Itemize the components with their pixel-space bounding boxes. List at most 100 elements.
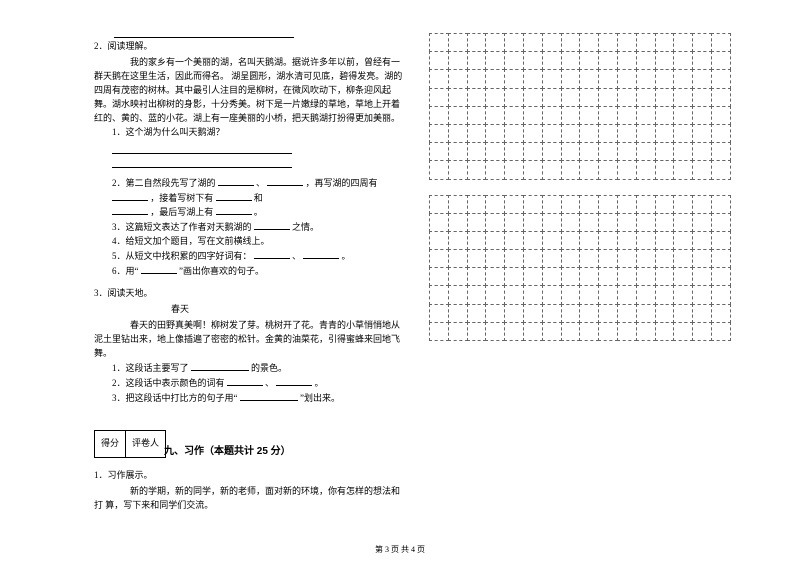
grid-cell	[542, 69, 562, 88]
grid-cell	[504, 51, 524, 70]
grid-cell	[598, 160, 618, 179]
grid-cell	[429, 142, 449, 161]
grid-row	[430, 107, 748, 125]
grid-cell	[617, 88, 637, 107]
grid-cell	[448, 88, 468, 107]
grid-cell	[579, 285, 599, 304]
t: 之情。	[292, 222, 319, 232]
grid-cell	[636, 124, 656, 143]
grid-cell	[504, 124, 524, 143]
grid-cell	[579, 267, 599, 286]
t: 3．这篇短文表达了作者对天鹅湖的	[112, 222, 252, 232]
t: 。	[254, 207, 263, 217]
grid-cell	[542, 33, 562, 52]
grid-cell	[523, 213, 543, 232]
grid-cell	[673, 195, 693, 214]
grid-cell	[598, 213, 618, 232]
grid-cell	[617, 267, 637, 286]
s9-q1-heading: 1．习作展示。	[94, 469, 406, 483]
grid-cell	[692, 213, 712, 232]
grid-cell	[617, 231, 637, 250]
grid-cell	[636, 304, 656, 323]
grid-cell	[504, 69, 524, 88]
grid-cell	[711, 249, 731, 268]
t: 3．把这段话中打比方的句子用“	[112, 393, 238, 403]
blank	[216, 191, 252, 201]
grid-cell	[711, 213, 731, 232]
q2-sub1: 1．这个湖为什么叫天鹅湖？	[94, 126, 406, 140]
blank	[216, 205, 252, 215]
grid-cell	[636, 106, 656, 125]
grid-cell	[617, 322, 637, 341]
grid-cell	[655, 231, 675, 250]
grid-cell	[711, 231, 731, 250]
grid-cell	[692, 160, 712, 179]
grid-cell	[692, 106, 712, 125]
grid-cell	[542, 249, 562, 268]
grid-cell	[523, 33, 543, 52]
grid-cell	[692, 33, 712, 52]
grid-cell	[692, 249, 712, 268]
grid-cell	[561, 88, 581, 107]
grid-cell	[561, 322, 581, 341]
grid-cell	[655, 69, 675, 88]
q3-heading: 3．阅读天地。	[94, 287, 406, 301]
grid-cell	[485, 88, 505, 107]
grid-cell	[617, 160, 637, 179]
grid-cell	[617, 285, 637, 304]
grid-cell	[448, 106, 468, 125]
score-col1: 得分	[95, 431, 126, 457]
grid-row	[430, 143, 748, 161]
t: 5．从短文中找积累的四字好词有：	[112, 251, 252, 261]
grid-cell	[561, 304, 581, 323]
grid-cell	[692, 267, 712, 286]
grid-cell	[542, 160, 562, 179]
blank	[267, 176, 303, 186]
grid-cell	[579, 195, 599, 214]
grid-cell	[467, 322, 487, 341]
grid-cell	[429, 88, 449, 107]
grid-cell	[598, 88, 618, 107]
grid-cell	[485, 69, 505, 88]
grid-cell	[542, 51, 562, 70]
grid-cell	[673, 304, 693, 323]
grid-cell	[673, 322, 693, 341]
grid-cell	[429, 33, 449, 52]
title-blank-line	[114, 26, 294, 38]
grid-cell	[467, 213, 487, 232]
grid-cell	[504, 33, 524, 52]
grid-cell	[504, 249, 524, 268]
grid-cell	[598, 285, 618, 304]
grid-cell	[485, 106, 505, 125]
grid-cell	[673, 213, 693, 232]
grid-cell	[504, 160, 524, 179]
grid-cell	[673, 160, 693, 179]
grid-cell	[542, 213, 562, 232]
grid-cell	[617, 124, 637, 143]
grid-cell	[467, 33, 487, 52]
grid-row	[430, 125, 748, 143]
grid-cell	[448, 285, 468, 304]
grid-cell	[636, 142, 656, 161]
grid-cell	[523, 322, 543, 341]
q2-heading: 2．阅读理解。	[94, 40, 406, 54]
score-box: 得分 评卷人	[94, 430, 166, 458]
grid-cell	[579, 249, 599, 268]
grid-cell	[429, 249, 449, 268]
grid-cell	[673, 33, 693, 52]
q3-passage: 春天的田野真美啊！柳树发了芽。桃树开了花。青青的小草悄悄地从泥土里钻出来，地上像…	[94, 319, 406, 361]
grid-row	[430, 268, 748, 286]
grid-cell	[655, 267, 675, 286]
grid-cell	[429, 213, 449, 232]
grid-cell	[617, 249, 637, 268]
grid-cell	[655, 304, 675, 323]
grid-cell	[636, 69, 656, 88]
grid-cell	[448, 124, 468, 143]
grid-cell	[636, 231, 656, 250]
grid-cell	[617, 106, 637, 125]
q3-sub2: 2．这段话中表示颜色的词有 、 。	[94, 376, 406, 391]
grid-cell	[467, 231, 487, 250]
grid-row	[430, 286, 748, 304]
grid-cell	[579, 213, 599, 232]
writing-grid-2	[430, 196, 748, 342]
